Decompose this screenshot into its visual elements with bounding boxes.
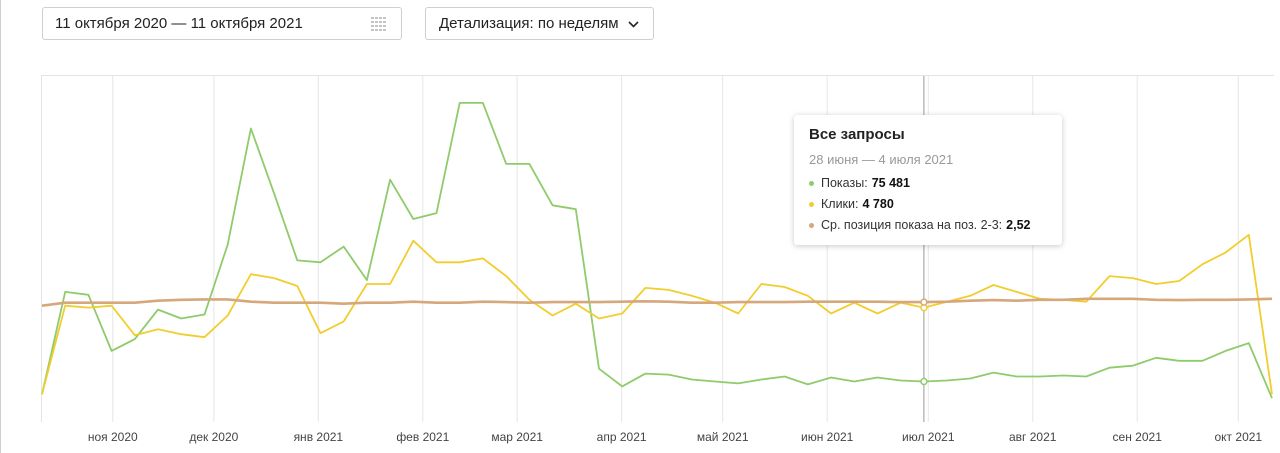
x-tick-label: июл 2021 <box>902 430 955 444</box>
tooltip-clicks-value: 4 780 <box>862 197 894 211</box>
tooltip-period: 28 июня — 4 июля 2021 <box>809 152 954 167</box>
x-tick-label: дек 2020 <box>189 430 238 444</box>
date-range-picker[interactable]: 11 октября 2020 — 11 октября 2021 <box>42 7 402 40</box>
series-line-position[interactable] <box>41 297 1273 307</box>
tooltip-row-shows: Показы: 75 481 <box>809 173 1062 194</box>
tooltip-shows-label: Показы: <box>821 176 868 190</box>
shows-legend-dot <box>809 181 814 186</box>
tooltip-position-label: Ср. позиция показа на поз. 2-3: <box>821 218 1003 232</box>
calendar-icon <box>371 17 386 31</box>
tooltip-row-position: Ср. позиция показа на поз. 2-3: 2,52 <box>809 215 1062 236</box>
tooltip-row-clicks: Клики: 4 780 <box>809 194 1062 215</box>
series-line-clicks[interactable] <box>41 233 1273 395</box>
x-tick-label: ноя 2020 <box>88 430 138 444</box>
hover-point-shows <box>920 377 928 386</box>
series-line-shows[interactable] <box>41 102 1273 399</box>
x-tick-label: май 2021 <box>697 430 749 444</box>
tooltip-title: Все запросы <box>809 126 905 143</box>
chart-tooltip: Все запросы 28 июня — 4 июля 2021 Показы… <box>794 115 1062 245</box>
detail-select-label: Детализация: по неделям <box>439 15 619 32</box>
detail-select[interactable]: Детализация: по неделям <box>425 7 654 40</box>
position-legend-dot <box>809 223 814 228</box>
x-tick-label: фев 2021 <box>396 430 449 444</box>
x-tick-label: янв 2021 <box>294 430 344 444</box>
x-tick-label: сен 2021 <box>1113 430 1163 444</box>
x-tick-label: окт 2021 <box>1215 430 1263 444</box>
x-tick-label: мар 2021 <box>491 430 543 444</box>
tooltip-clicks-label: Клики: <box>821 197 859 211</box>
x-tick-label: авг 2021 <box>1009 430 1057 444</box>
chart-frame <box>41 75 1274 422</box>
tooltip-shows-value: 75 481 <box>871 176 910 190</box>
clicks-legend-dot <box>809 202 814 207</box>
tooltip-position-value: 2,52 <box>1006 218 1031 232</box>
x-tick-label: июн 2021 <box>801 430 854 444</box>
date-range-value: 11 октября 2020 — 11 октября 2021 <box>55 15 303 32</box>
chevron-down-icon <box>628 21 639 28</box>
page-left-border <box>0 0 1 453</box>
x-tick-label: апр 2021 <box>597 430 647 444</box>
hover-point-position <box>920 298 928 306</box>
